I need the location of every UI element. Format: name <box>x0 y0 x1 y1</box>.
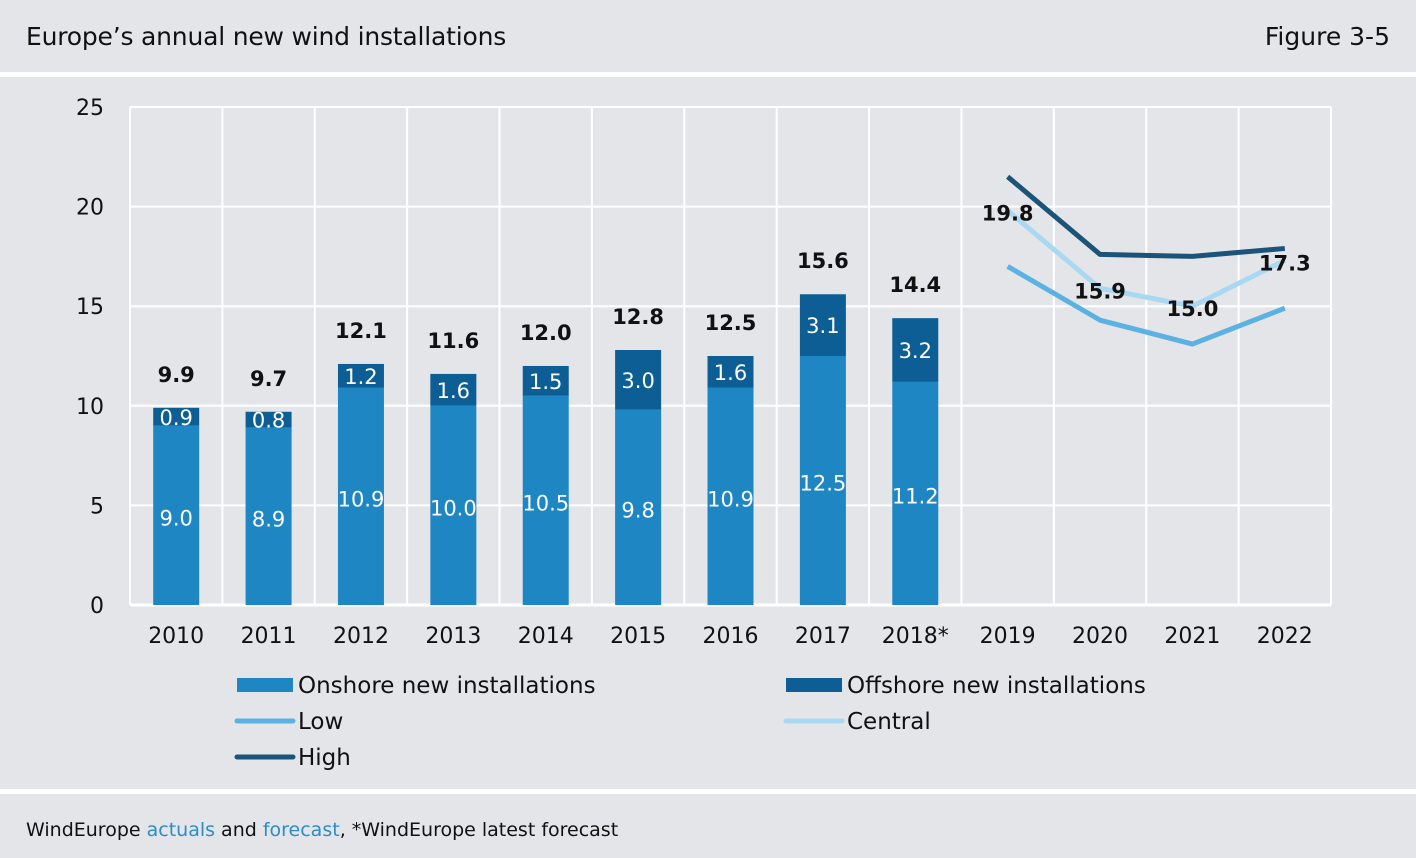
onshore-bar <box>892 381 939 605</box>
offshore-value-label: 1.6 <box>437 379 470 403</box>
x-tick-label: 2015 <box>610 624 666 649</box>
central-value-label: 17.3 <box>1259 251 1311 275</box>
central-value-label: 15.0 <box>1167 297 1219 321</box>
onshore-value-label: 10.9 <box>707 487 754 511</box>
x-tick-label: 2020 <box>1072 624 1128 649</box>
top-divider <box>0 72 1416 77</box>
source-note: WindEurope actuals and forecast, *WindEu… <box>26 819 618 841</box>
x-tick-label: 2021 <box>1164 624 1220 649</box>
offshore-bar <box>615 350 662 410</box>
line-high <box>1006 174 1286 259</box>
onshore-value-label: 10.0 <box>430 496 477 520</box>
offshore-bar <box>707 356 754 388</box>
x-tick-label: 2018* <box>882 624 949 649</box>
onshore-bar <box>153 425 200 605</box>
y-tick-label: 0 <box>90 594 104 619</box>
offshore-value-label: 3.1 <box>806 314 839 338</box>
central-value-label: 15.9 <box>1074 279 1126 303</box>
x-tick-label: 2019 <box>980 624 1036 649</box>
x-tick-label: 2014 <box>518 624 574 649</box>
chart-header: Europe’s annual new wind installations F… <box>0 0 1416 73</box>
y-tick-label: 5 <box>90 494 104 519</box>
x-tick-label: 2022 <box>1257 624 1313 649</box>
onshore-value-label: 11.2 <box>892 484 939 508</box>
total-value-label: 9.7 <box>250 367 287 391</box>
offshore-value-label: 1.6 <box>714 361 747 385</box>
bottom-divider <box>0 789 1416 794</box>
offshore-bar <box>337 363 384 388</box>
onshore-value-label: 10.9 <box>338 487 385 511</box>
total-value-label: 12.5 <box>705 311 757 335</box>
total-value-label: 12.1 <box>335 319 387 343</box>
onshore-value-label: 9.0 <box>159 506 192 530</box>
legend-label: Onshore new installations <box>298 673 596 699</box>
total-value-label: 14.4 <box>889 273 941 297</box>
onshore-value-label: 8.9 <box>252 507 285 531</box>
wind-installations-chart: 0 5 10 15 20 25 2010 2011 2012 2013 2014 2015 2016 20… <box>76 96 1332 771</box>
y-tick-label: 15 <box>76 295 104 320</box>
total-value-label: 9.9 <box>158 363 195 387</box>
x-tick-label: 2012 <box>333 624 389 649</box>
offshore-value-label: 1.2 <box>344 365 377 389</box>
offshore-value-label: 0.8 <box>252 409 285 433</box>
line-low <box>1006 264 1286 347</box>
source-prefix: WindEurope <box>26 819 147 841</box>
central-value-label: 19.8 <box>982 202 1034 226</box>
y-tick-label: 20 <box>76 196 104 221</box>
total-value-label: 15.6 <box>797 249 849 273</box>
x-tick-label: 2010 <box>148 624 204 649</box>
offshore-value-label: 1.5 <box>529 370 562 394</box>
forecast-link[interactable]: forecast <box>262 819 340 841</box>
total-value-label: 12.0 <box>520 321 572 345</box>
onshore-value-label: 10.5 <box>522 491 569 515</box>
offshore-value-label: 3.0 <box>621 369 654 393</box>
chart-title: Europe’s annual new wind installations <box>26 22 507 51</box>
x-tick-label: 2016 <box>703 624 759 649</box>
onshore-value-label: 9.8 <box>621 498 654 522</box>
offshore-value-label: 0.9 <box>159 406 192 430</box>
onshore-bar <box>522 395 569 605</box>
onshore-bar <box>707 387 754 605</box>
offshore-bar <box>430 373 477 406</box>
offshore-bar <box>799 294 846 356</box>
legend-label: Central <box>847 709 931 735</box>
offshore-value-label: 3.2 <box>899 339 932 363</box>
line-central <box>1006 208 1286 309</box>
x-tick-label: 2017 <box>795 624 851 649</box>
legend-swatch-bar <box>786 678 842 692</box>
figure-number: Figure 3-5 <box>1264 22 1390 51</box>
offshore-bar <box>245 411 292 428</box>
onshore-bar <box>245 427 292 605</box>
y-tick-label: 10 <box>76 395 104 420</box>
onshore-bar <box>337 387 384 605</box>
x-tick-label: 2013 <box>425 624 481 649</box>
offshore-bar <box>153 407 200 426</box>
offshore-bar <box>522 365 569 396</box>
total-value-label: 11.6 <box>427 329 479 353</box>
x-tick-label: 2011 <box>241 624 297 649</box>
legend-swatch-bar <box>237 678 293 692</box>
source-suffix: , *WindEurope latest forecast <box>339 819 619 841</box>
onshore-bar <box>799 356 846 605</box>
total-value-label: 12.8 <box>612 305 664 329</box>
legend-label: High <box>298 745 351 771</box>
actuals-link[interactable]: actuals <box>146 819 216 841</box>
onshore-bar <box>615 409 662 605</box>
legend-label: Offshore new installations <box>847 673 1146 699</box>
onshore-bar <box>430 405 477 605</box>
offshore-bar <box>892 318 939 382</box>
y-tick-label: 25 <box>76 96 104 121</box>
source-mid: and <box>215 819 263 841</box>
onshore-value-label: 12.5 <box>800 472 847 496</box>
legend-label: Low <box>298 709 343 735</box>
